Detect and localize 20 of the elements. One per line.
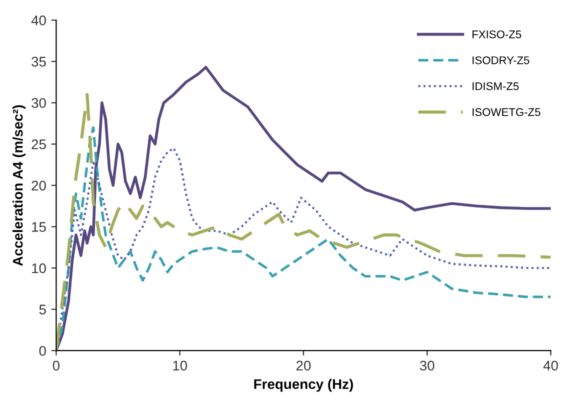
- y-tick-label: 40: [31, 15, 46, 26]
- legend-label: ISOWETG-Z5: [472, 108, 540, 116]
- legend-label: ISODRY-Z5: [472, 56, 530, 64]
- x-tick-label: 40: [543, 360, 558, 371]
- x-tick-label: 30: [420, 360, 434, 371]
- y-tick-label: 35: [32, 56, 46, 67]
- x-tick-label: 0: [52, 360, 60, 371]
- legend-label: IDISM-Z5: [472, 82, 519, 90]
- x-axis-title: Frequency (Hz): [254, 378, 353, 392]
- y-tick-label: 5: [39, 304, 46, 314]
- x-tick-label: 10: [173, 360, 188, 371]
- y-tick-label: 20: [32, 180, 46, 191]
- y-axis-title: Acceleration A4 (m/sec²): [12, 105, 26, 266]
- y-tick-label: 0: [39, 346, 46, 356]
- y-tick-label: 25: [32, 139, 46, 150]
- y-tick-label: 15: [32, 222, 46, 232]
- legend-label: FXISO-Z5: [472, 30, 522, 38]
- y-tick-label: 30: [32, 98, 46, 108]
- y-tick-label: 10: [32, 263, 46, 274]
- x-tick-label: 20: [296, 360, 311, 371]
